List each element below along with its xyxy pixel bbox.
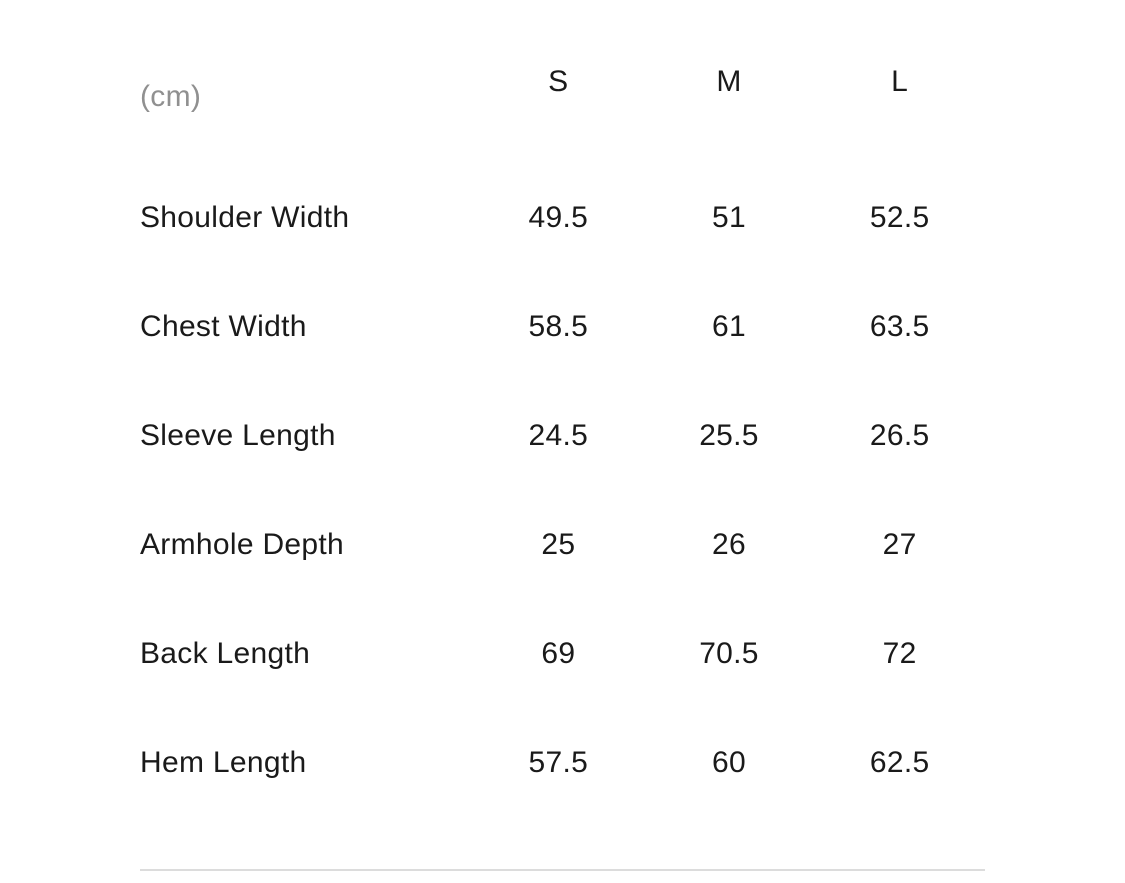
cell-value-s: 24.5 [528, 418, 589, 452]
unit-label: (cm) [140, 79, 202, 113]
cell-value-m: 60 [711, 745, 746, 779]
column-header-l: L [891, 64, 909, 98]
table-row: Sleeve Length 24.5 25.5 26.5 [140, 381, 985, 490]
cell-value-l: 52.5 [869, 200, 930, 234]
cell-value-l: 72 [882, 636, 917, 670]
row-label: Chest Width [140, 309, 307, 343]
cell-value-s: 69 [541, 636, 576, 670]
bottom-divider [140, 869, 985, 871]
size-chart-table: (cm) S M L Shoulder Width 49.5 51 52.5 C… [140, 0, 985, 817]
cell-value-s: 57.5 [528, 745, 589, 779]
cell-value-s: 58.5 [528, 309, 589, 343]
cell-value-l: 62.5 [869, 745, 930, 779]
column-header-m: M [716, 64, 742, 98]
cell-value-s: 49.5 [528, 200, 589, 234]
table-row: Hem Length 57.5 60 62.5 [140, 708, 985, 817]
table-row: Armhole Depth 25 26 27 [140, 490, 985, 599]
row-label: Sleeve Length [140, 418, 336, 452]
cell-value-m: 26 [711, 527, 746, 561]
row-label: Hem Length [140, 745, 307, 779]
cell-value-l: 63.5 [869, 309, 930, 343]
size-chart-body: Shoulder Width 49.5 51 52.5 Chest Width … [140, 163, 985, 817]
cell-value-m: 70.5 [699, 636, 759, 670]
table-row: Chest Width 58.5 61 63.5 [140, 272, 985, 381]
cell-value-l: 27 [882, 527, 917, 561]
row-label: Armhole Depth [140, 527, 344, 561]
cell-value-l: 26.5 [869, 418, 930, 452]
cell-value-m: 61 [711, 309, 746, 343]
row-label: Shoulder Width [140, 200, 350, 234]
row-label: Back Length [140, 636, 311, 670]
cell-value-m: 51 [711, 200, 746, 234]
cell-value-m: 25.5 [699, 418, 759, 452]
table-row: Shoulder Width 49.5 51 52.5 [140, 163, 985, 272]
column-header-s: S [548, 64, 569, 98]
table-row: Back Length 69 70.5 72 [140, 599, 985, 708]
size-chart-header-row: (cm) S M L [140, 0, 985, 163]
cell-value-s: 25 [541, 527, 576, 561]
